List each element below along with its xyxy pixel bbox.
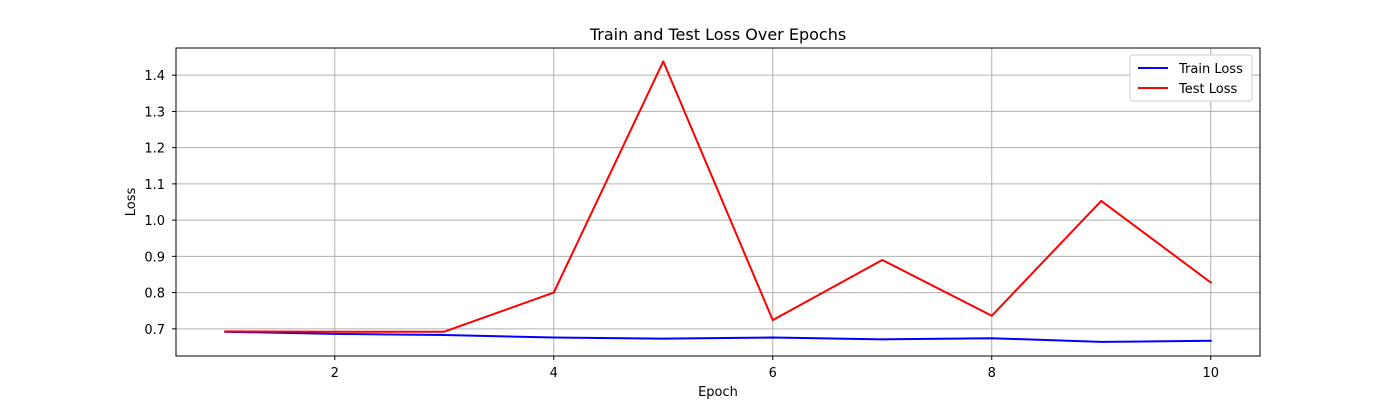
plot-frame [175, 47, 1261, 357]
series-line-train-loss [224, 330, 1212, 343]
x-tick-label-10: 10 [1202, 366, 1219, 381]
y-tick-label-1-2: 1.2 [144, 142, 165, 157]
y-tick-label-0-7: 0.7 [144, 323, 165, 338]
x-axis-title: Epoch [698, 385, 738, 400]
y-tick-label-1-4: 1.4 [144, 69, 165, 84]
tick-layer: 2 4 6 8 10 0.7 0.8 0.9 1.0 1.1 1.2 1.3 1.4 [144, 69, 1219, 381]
y-tick-label-1: 1.0 [144, 214, 165, 229]
y-tick-label-0-9: 0.9 [144, 250, 165, 265]
x-tick-label-6: 6 [769, 366, 777, 381]
x-tick-label-8: 8 [988, 366, 996, 381]
y-axis-title: Loss [124, 188, 139, 217]
legend-label-test-loss: Test Loss [1178, 82, 1237, 97]
y-tick-label-1-3: 1.3 [144, 105, 165, 120]
legend: Train Loss Test Loss [1129, 54, 1253, 102]
legend-box [1129, 54, 1253, 102]
series-line-test-loss [224, 60, 1213, 333]
series-layer [224, 60, 1213, 343]
y-tick-label-1-1: 1.1 [144, 178, 165, 193]
grid-layer [176, 48, 1260, 356]
y-tick-label-0-8: 0.8 [144, 287, 165, 302]
chart-title: Train and Test Loss Over Epochs [589, 25, 846, 44]
x-tick-label-2: 2 [331, 366, 339, 381]
x-tick-label-4: 4 [550, 366, 558, 381]
legend-label-train-loss: Train Loss [1178, 62, 1243, 77]
